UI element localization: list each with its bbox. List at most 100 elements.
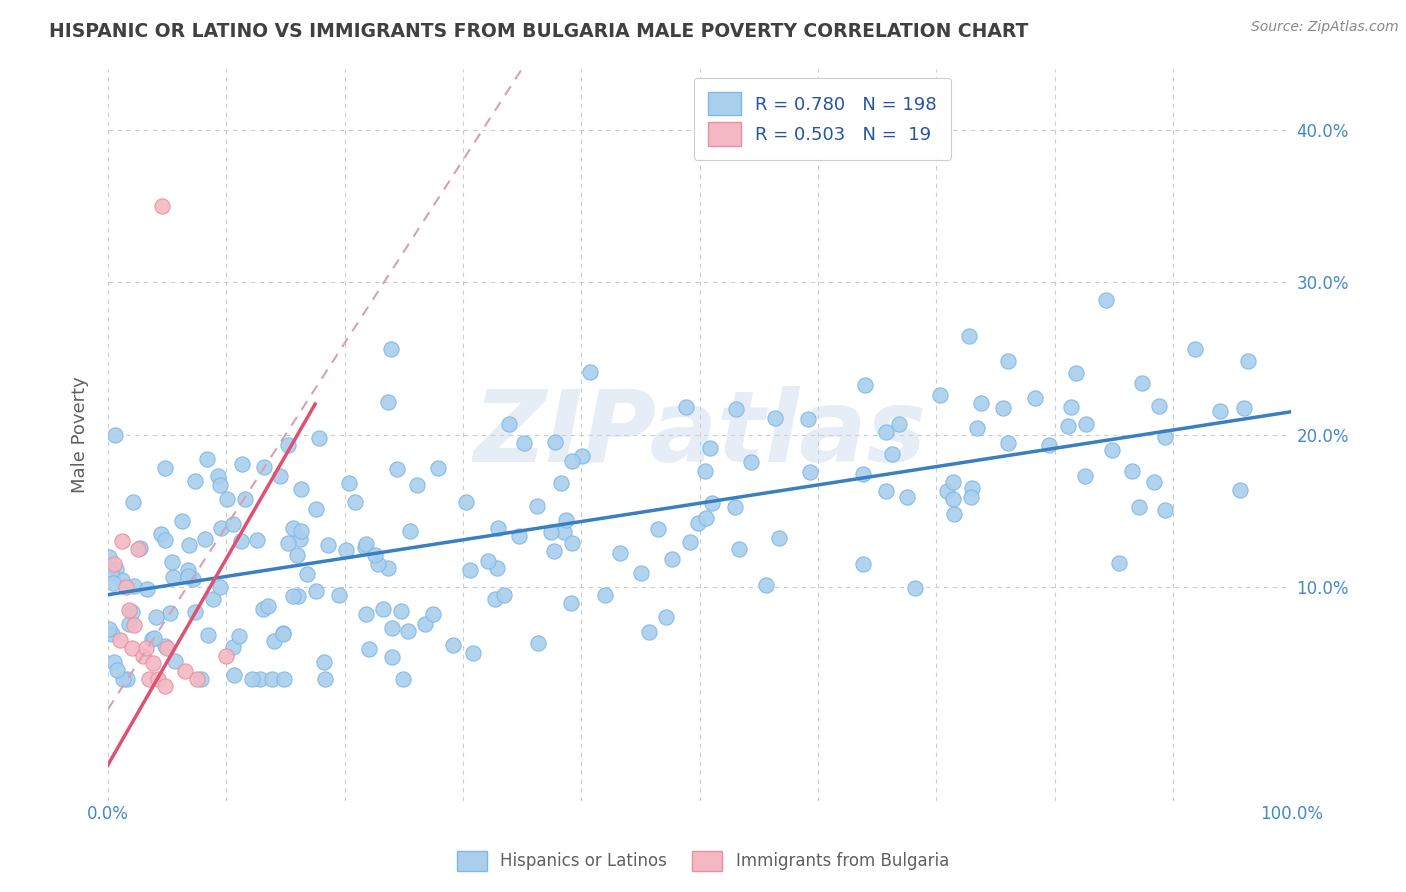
Point [186, 672, 208, 686]
Point [957, 329, 980, 343]
Point [287, 590, 309, 604]
Point [1024, 391, 1046, 405]
Point [997, 436, 1019, 450]
Point [406, 477, 429, 491]
Point [797, 412, 820, 426]
Point [1121, 464, 1143, 478]
Point [755, 578, 778, 592]
Point [240, 672, 263, 686]
Point [165, 654, 187, 668]
Point [121, 605, 143, 619]
Point [356, 607, 378, 622]
Point [693, 464, 716, 478]
Point [1038, 438, 1060, 452]
Point [364, 548, 387, 562]
Point [160, 555, 183, 569]
Point [129, 541, 152, 556]
Point [177, 563, 200, 577]
Point [544, 435, 567, 450]
Point [314, 655, 336, 669]
Point [145, 610, 167, 624]
Point [103, 656, 125, 670]
Point [222, 516, 245, 531]
Point [183, 605, 205, 619]
Point [561, 536, 583, 550]
Point [176, 569, 198, 583]
Point [359, 642, 381, 657]
Point [1064, 366, 1087, 380]
Point [195, 452, 218, 467]
Point [943, 507, 966, 521]
Point [763, 410, 786, 425]
Point [960, 482, 983, 496]
Point [105, 664, 128, 678]
Point [723, 500, 745, 514]
Point [740, 455, 762, 469]
Point [190, 672, 212, 686]
Point [277, 536, 299, 550]
Point [377, 560, 399, 574]
Point [1076, 417, 1098, 432]
Point [193, 533, 215, 547]
Point [262, 672, 284, 686]
Point [799, 465, 821, 479]
Point [215, 648, 238, 663]
Point [273, 672, 295, 686]
Point [571, 449, 593, 463]
Point [1128, 500, 1150, 514]
Point [290, 524, 312, 538]
Point [889, 417, 911, 432]
Point [768, 531, 790, 545]
Point [929, 388, 952, 402]
Point [498, 417, 520, 432]
Point [108, 633, 131, 648]
Point [415, 617, 437, 632]
Point [852, 467, 875, 482]
Point [263, 634, 285, 648]
Point [105, 562, 128, 576]
Point [555, 513, 578, 527]
Point [290, 482, 312, 496]
Point [526, 636, 548, 650]
Point [222, 640, 245, 655]
Point [111, 534, 134, 549]
Point [647, 522, 669, 536]
Point [127, 541, 149, 556]
Text: Source: ZipAtlas.com: Source: ZipAtlas.com [1251, 20, 1399, 34]
Point [441, 638, 464, 652]
Point [308, 431, 330, 445]
Point [380, 342, 402, 356]
Point [141, 632, 163, 647]
Point [942, 475, 965, 489]
Point [118, 617, 141, 632]
Point [997, 354, 1019, 368]
Point [152, 199, 174, 213]
Point [389, 604, 412, 618]
Point [305, 584, 328, 599]
Point [153, 639, 176, 653]
Point [398, 524, 420, 538]
Point [222, 667, 245, 681]
Point [111, 573, 134, 587]
Point [153, 679, 176, 693]
Point [207, 469, 229, 483]
Point [630, 566, 652, 581]
Point [100, 566, 122, 580]
Point [1184, 342, 1206, 356]
Point [593, 588, 616, 602]
Point [686, 516, 709, 530]
Point [1154, 430, 1177, 444]
Point [269, 469, 291, 483]
Point [367, 557, 389, 571]
Point [111, 672, 134, 686]
Point [392, 672, 415, 686]
Point [852, 557, 875, 571]
Point [875, 483, 897, 498]
Point [252, 460, 274, 475]
Point [875, 425, 897, 439]
Point [1074, 468, 1097, 483]
Point [162, 569, 184, 583]
Point [458, 563, 481, 577]
Point [1208, 404, 1230, 418]
Point [993, 401, 1015, 416]
